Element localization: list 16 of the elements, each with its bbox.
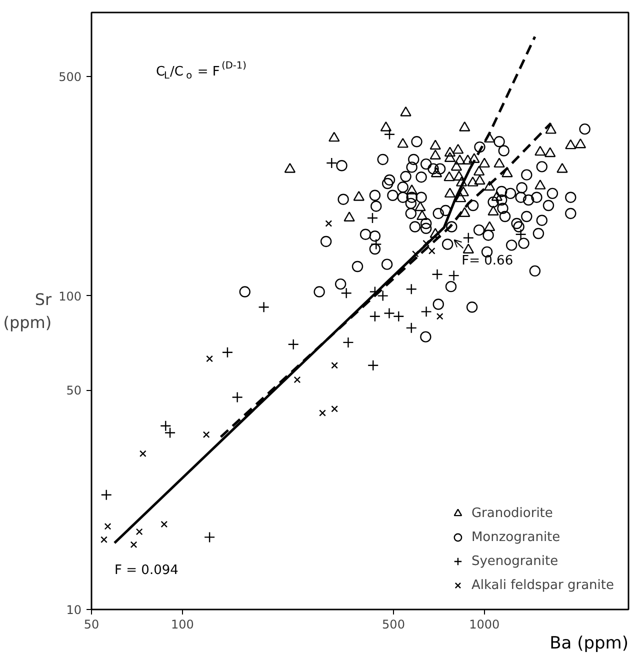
legend-label: Syenogranite [471,554,558,568]
legend-label: Alkali feldspar granite [471,578,614,592]
y-tick-label: 10 [66,603,82,617]
x-tick-label: 1000 [469,618,500,632]
x-axis-title: Ba (ppm) [550,634,628,653]
legend-label: Monzogranite [471,530,560,544]
x-tick-label: 50 [84,618,100,632]
x-tick-label: 100 [170,618,194,632]
annotation: F = 0.094 [114,562,178,578]
legend-label: Granodiorite [471,506,553,520]
x-tick-label: 500 [382,618,405,632]
y-tick-label: 500 [58,70,82,84]
y-tick-label: 100 [58,289,82,304]
y-axis-title: Sr (ppm) [3,290,52,332]
annotation: F= 0.66 [462,253,514,268]
y-tick-label: 50 [66,384,82,398]
